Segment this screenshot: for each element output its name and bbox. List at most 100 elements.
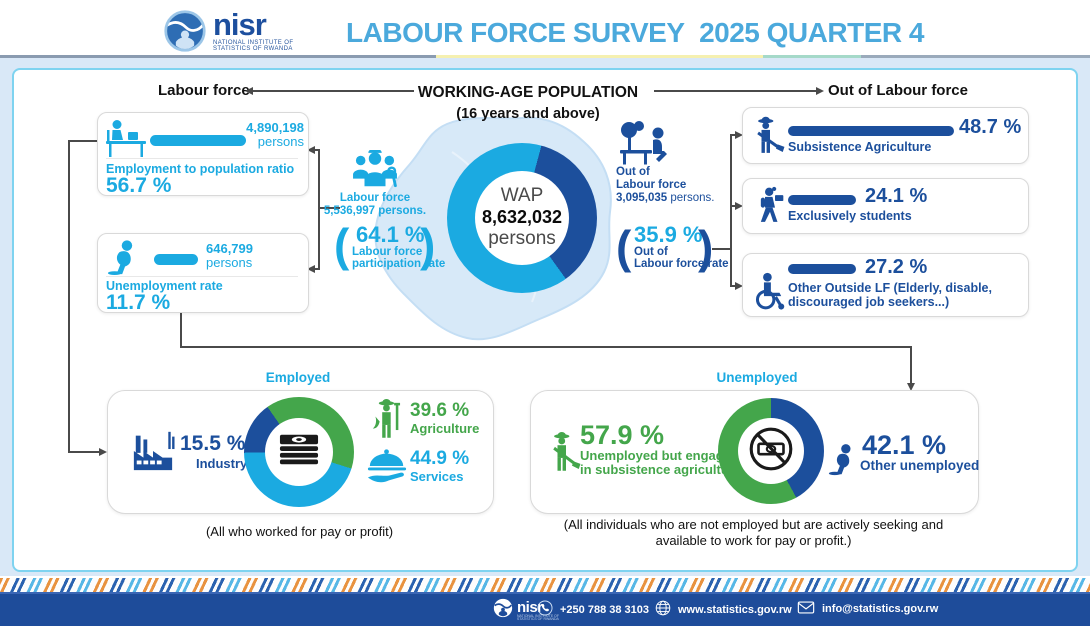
employed-caption: (All who worked for pay or profit) [205, 524, 394, 539]
subsistence-agriculture-card: 48.7 % Subsistence Agriculture [742, 107, 1029, 164]
farmer-icon [753, 114, 787, 161]
right-stub-3 [730, 285, 736, 287]
agriculture-farmer-icon [372, 396, 406, 447]
unemployment-label: Unemployment rate [106, 279, 223, 293]
labour-force-top-label: Labour force [158, 82, 250, 99]
factory-icon [130, 428, 176, 477]
unemployed-caption-2: available to work for pay or profit.) [655, 533, 852, 548]
header-divider [0, 55, 1090, 58]
unemployment-value: 646,799 [206, 241, 253, 256]
employed-feed-line [68, 451, 100, 453]
subsistence-arrow-icon [735, 131, 743, 139]
wap-subtitle: (16 years and above) [456, 106, 600, 122]
out-lf-unit: persons. [667, 192, 715, 204]
other-unemployed-person-icon [828, 440, 862, 483]
student-icon [755, 185, 785, 232]
out-lf-rate-label-1: Out of [634, 246, 668, 258]
globe-icon [655, 600, 671, 619]
out-lf-value: 3,095,035 [616, 192, 668, 204]
unemployment-bar [154, 254, 198, 265]
subsistence-unemployed-label-1: Unemployed but engaged [580, 448, 739, 463]
unemployment-arrow-icon [307, 265, 315, 273]
unemployed-caption-1: (All individuals who are not employed bu… [563, 517, 944, 532]
labour-force-persons: 5,536,997 persons. [323, 205, 427, 217]
labour-force-label: Labour force [339, 192, 411, 204]
page-title-period: 2025 QUARTER 4 [699, 17, 924, 48]
lf-rate-label-2: participation rate [352, 258, 446, 270]
left-bracket-stub-bottom [314, 268, 320, 270]
money-stack-icon [276, 430, 322, 475]
page-title-main: LABOUR FORCE SURVEY [346, 17, 685, 48]
nisr-wordmark: nisr [213, 7, 267, 42]
employment-unit: persons [257, 134, 304, 149]
unemployed-arrow-icon [907, 383, 915, 391]
out-lf-rate: 35.9 % [634, 222, 703, 247]
subsistence-label: Subsistence Agriculture [788, 140, 932, 154]
other-outside-rate: 27.2 % [865, 256, 928, 278]
other-outside-label-2: discouraged job seekers...) [788, 295, 950, 309]
unemployment-card: 646,799 persons Unemployment rate 11.7 % [97, 233, 309, 314]
workers-group-icon [352, 148, 398, 197]
nisr-subtitle-2: STATISTICS OF RWANDA [213, 46, 293, 52]
employment-card: 4,890,198 persons Employment to populati… [97, 112, 309, 197]
out-lf-label-2: Labour force [616, 179, 687, 191]
students-rate: 24.1 % [865, 185, 928, 207]
students-arrow-icon [735, 202, 743, 210]
paren-close: ) [420, 219, 436, 271]
employment-bar [150, 135, 246, 146]
other-outside-arrow-icon [735, 282, 743, 290]
lf-rate-label-1: Labour force [352, 246, 423, 258]
services-rate: 44.9 % [410, 448, 470, 469]
wap-unit: persons [488, 227, 556, 249]
footer-email-text[interactable]: info@statistics.gov.rw [822, 603, 939, 615]
students-card: 24.1 % Exclusively students [742, 178, 1029, 234]
other-unemployed-rate: 42.1 % [862, 430, 947, 460]
card-divider [106, 276, 298, 277]
jobless-person-icon [106, 238, 146, 281]
unemployed-title: Unemployed [716, 370, 798, 385]
service-hand-icon [366, 447, 408, 492]
worker-at-desk-icon [104, 119, 148, 164]
page-title: LABOUR FORCE SURVEY 2025 QUARTER 4 [330, 17, 940, 49]
industry-label: Industry [196, 456, 248, 471]
employed-donut-center [265, 418, 333, 486]
subsistence-unemployed-rate: 57.9 % [580, 420, 665, 450]
left-bracket-connector [318, 207, 340, 209]
unemployment-rate: 11.7 % [106, 291, 171, 314]
wap-donut-center: WAP 8,632,032 persons [475, 171, 569, 265]
left-flow-line [252, 90, 414, 92]
out-paren-close: ) [698, 221, 714, 273]
employment-arrow-icon [307, 146, 315, 154]
wap-title: WORKING-AGE POPULATION [417, 84, 639, 101]
paren-open: ( [334, 219, 350, 271]
nisr-logo: nisr NATIONAL INSTITUTE OF STATISTICS OF… [163, 9, 293, 58]
footer-website[interactable]: www.statistics.gov.rw [655, 600, 792, 619]
employment-rate: 56.7 % [106, 174, 172, 197]
wap-label: WAP [500, 185, 544, 207]
subsistence-farmer-icon [549, 428, 583, 481]
unemployment-unit: persons [206, 255, 253, 270]
person-on-bench-icon [618, 120, 670, 173]
right-flow-arrow-icon [816, 87, 824, 95]
far-left-vertical-line [68, 140, 70, 452]
out-of-labour-force-top-label: Out of Labour force [828, 82, 968, 99]
footer-nisr-subtitle-1: NATIONAL INSTITUTE OF [517, 613, 560, 618]
agriculture-label: Agriculture [410, 421, 480, 436]
unemployed-feed-line [180, 346, 910, 348]
left-bracket-stub-top [314, 149, 320, 151]
employment-value: 4,890,198 [246, 120, 304, 135]
footer-website-text[interactable]: www.statistics.gov.rw [678, 603, 792, 616]
other-outside-label-1: Other Outside LF (Elderly, disable, [788, 281, 992, 295]
footer-email[interactable]: info@statistics.gov.rw [797, 600, 938, 618]
students-bar [788, 195, 856, 205]
subsistence-rate: 48.7 % [959, 116, 1022, 138]
employment-to-flow-line [68, 140, 97, 142]
no-money-icon [746, 424, 796, 479]
footer-nisr-wordmark: nisr [517, 598, 543, 616]
footer-nisr-subtitle-2: STATISTICS OF RWANDA [517, 617, 559, 621]
left-bracket-line [318, 149, 320, 269]
right-flow-line [654, 90, 816, 92]
footer-phone-text: +250 788 38 3103 [560, 603, 650, 616]
unemployed-down-line [910, 346, 912, 384]
